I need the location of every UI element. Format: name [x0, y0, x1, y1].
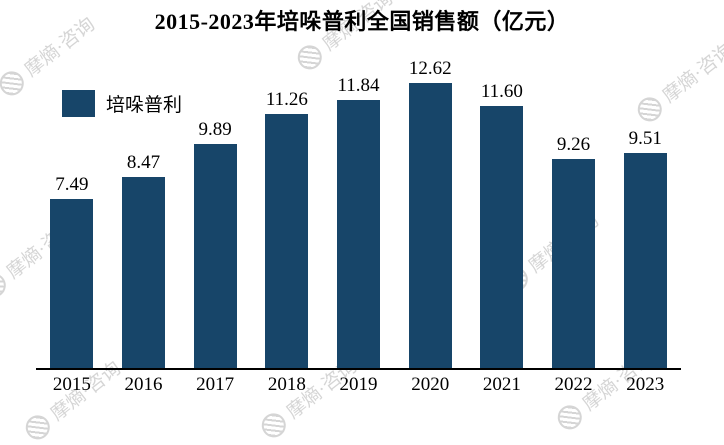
bar-value-label: 9.26: [556, 134, 591, 155]
x-axis-label: 2018: [267, 374, 306, 395]
bar: [193, 144, 237, 368]
bar-value-label: 11.60: [480, 81, 523, 102]
x-axis-label: 2021: [482, 374, 521, 395]
bar: [122, 177, 165, 368]
legend-label: 培哚普利: [106, 95, 183, 116]
x-axis-label: 2023: [626, 374, 665, 395]
bar: [408, 83, 452, 368]
x-axis-label: 2020: [411, 374, 450, 395]
legend-swatch: [62, 90, 95, 117]
bar-value-label: 9.89: [198, 119, 232, 140]
bar: [623, 153, 667, 368]
x-axis-label: 2015: [52, 374, 91, 395]
watermark-logo-icon: [552, 400, 587, 434]
bar: [480, 106, 524, 368]
chart-title: 2015-2023年培哚普利全国销售额（亿元）: [154, 9, 570, 34]
bar-column: 9.26: [538, 58, 610, 368]
x-axis-labels: 2015 2016 2017 2018 2019 2020 2021 2022 2023: [36, 374, 681, 396]
bar-value-label: 11.26: [265, 89, 308, 110]
bar-value-label: 11.84: [337, 75, 380, 96]
bar-column: 7.49: [36, 58, 108, 368]
x-axis-label: 2019: [339, 374, 378, 395]
bar-value-label: 7.49: [55, 174, 89, 195]
bar: [552, 159, 596, 368]
x-axis-label: 2022: [554, 374, 593, 395]
bar: [265, 114, 309, 368]
bar-column: 12.62: [394, 58, 466, 368]
bar-column: 8.47: [108, 58, 180, 368]
watermark-logo-icon: [256, 408, 291, 442]
watermark-logo-icon: [20, 410, 55, 444]
bar-column: 9.51: [609, 58, 681, 368]
bar-value-label: 8.47: [126, 152, 161, 173]
plot-area: 7.49 8.47 9.89 11.26 11.84 12.62 11.60 9.26 9.51: [36, 58, 681, 370]
bar-value-label: 9.51: [628, 128, 662, 149]
bar-value-label: 12.62: [408, 58, 452, 79]
bar-column: 9.89: [179, 58, 251, 368]
x-axis-label: 2016: [124, 374, 163, 395]
bar-column: 11.26: [251, 58, 323, 368]
watermark-logo-icon: [0, 66, 29, 100]
legend: 培哚普利: [62, 90, 182, 117]
bar: [337, 100, 381, 368]
bar: [50, 199, 94, 368]
bar-column: 11.84: [323, 58, 395, 368]
bar-column: 11.60: [466, 58, 538, 368]
x-axis-label: 2017: [196, 374, 235, 395]
